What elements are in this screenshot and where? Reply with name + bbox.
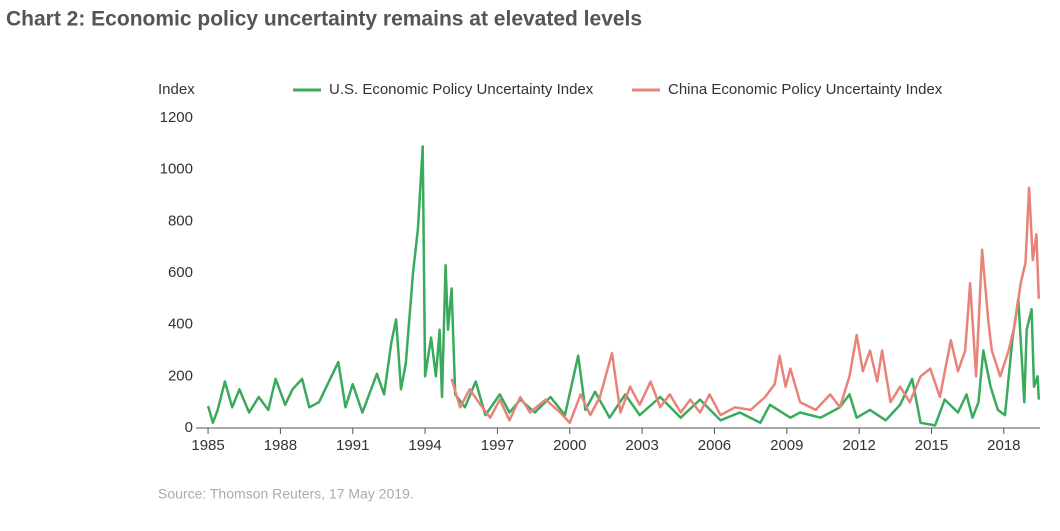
y-tick-label: 800 xyxy=(168,212,193,229)
x-tick-label: 1988 xyxy=(264,437,297,454)
x-tick-label: 1994 xyxy=(408,437,441,454)
x-tick-label: 2015 xyxy=(915,437,948,454)
y-tick-label: 1200 xyxy=(160,109,193,126)
y-tick-label: 200 xyxy=(168,367,193,384)
y-tick-label: 1000 xyxy=(160,161,193,178)
line-series xyxy=(450,186,1041,425)
x-tick-label: 1991 xyxy=(336,437,369,454)
chart-title: Chart 2: Economic policy uncertainty rem… xyxy=(6,8,642,31)
legend-label: U.S. Economic Policy Uncertainty Index xyxy=(329,81,594,98)
x-tick-label: 2018 xyxy=(987,437,1020,454)
x-tick-label: 2012 xyxy=(842,437,875,454)
x-tick-label: 2003 xyxy=(625,437,658,454)
y-tick-label: 400 xyxy=(168,316,193,333)
x-tick-label: 2000 xyxy=(553,437,586,454)
y-axis-label: Index xyxy=(158,81,195,98)
x-tick-label: 2006 xyxy=(698,437,731,454)
source: Source: Thomson Reuters, 17 May 2019. xyxy=(158,486,414,502)
y-tick-label: 0 xyxy=(185,419,193,436)
x-tick-label: 1997 xyxy=(481,437,514,454)
legend-label: China Economic Policy Uncertainty Index xyxy=(668,81,943,98)
line-series xyxy=(206,145,1041,427)
y-tick-label: 600 xyxy=(168,264,193,281)
x-tick-label: 1985 xyxy=(191,437,224,454)
x-tick-label: 2009 xyxy=(770,437,803,454)
